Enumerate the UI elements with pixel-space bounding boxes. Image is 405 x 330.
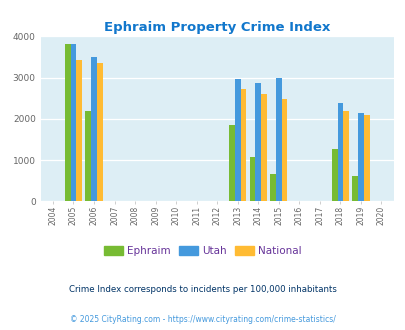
- Bar: [281, 99, 287, 201]
- Bar: [352, 176, 357, 201]
- Title: Ephraim Property Crime Index: Ephraim Property Crime Index: [104, 21, 330, 34]
- Bar: [331, 149, 337, 201]
- Bar: [357, 113, 363, 201]
- Bar: [97, 63, 102, 201]
- Bar: [240, 89, 246, 201]
- Text: © 2025 CityRating.com - https://www.cityrating.com/crime-statistics/: © 2025 CityRating.com - https://www.city…: [70, 315, 335, 324]
- Bar: [234, 79, 240, 201]
- Bar: [70, 44, 76, 201]
- Text: Crime Index corresponds to incidents per 100,000 inhabitants: Crime Index corresponds to incidents per…: [69, 285, 336, 294]
- Bar: [343, 112, 348, 201]
- Bar: [363, 115, 369, 201]
- Bar: [337, 103, 343, 201]
- Bar: [260, 94, 266, 201]
- Bar: [85, 111, 91, 201]
- Bar: [269, 175, 275, 201]
- Legend: Ephraim, Utah, National: Ephraim, Utah, National: [100, 242, 305, 260]
- Bar: [65, 44, 70, 201]
- Bar: [76, 60, 82, 201]
- Bar: [255, 82, 260, 201]
- Bar: [228, 125, 234, 201]
- Bar: [91, 56, 97, 201]
- Bar: [275, 78, 281, 201]
- Bar: [249, 157, 255, 201]
